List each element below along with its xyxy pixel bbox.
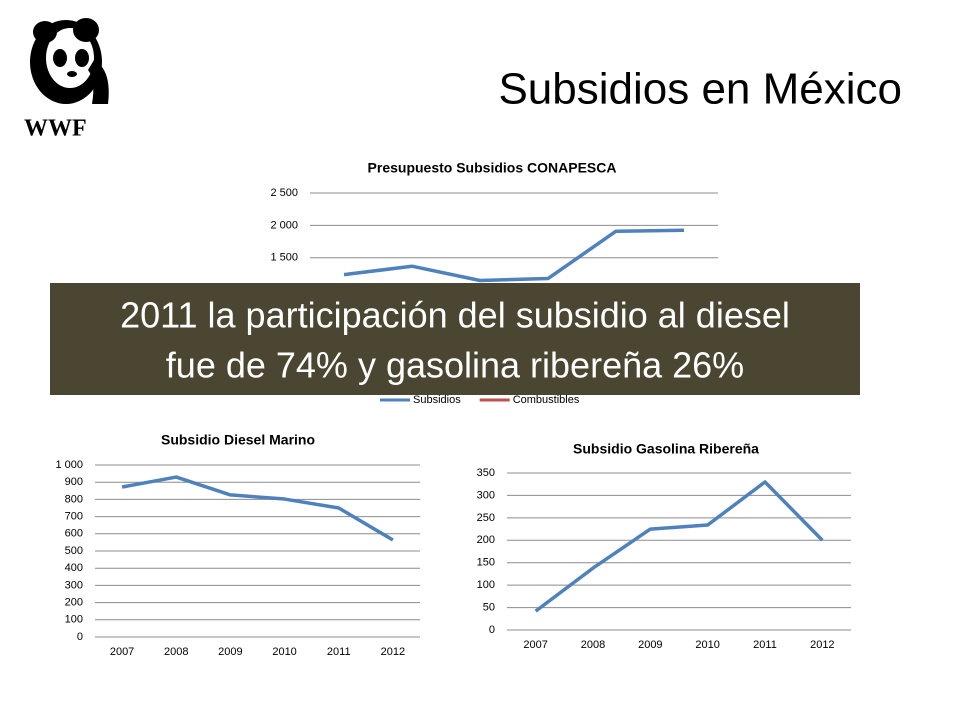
y-tick-label: 2 000 [270,219,298,231]
y-tick-label: 150 [477,557,495,569]
chart-title: Subsidio Gasolina Ribereña [573,441,759,457]
y-tick-label: 400 [65,562,83,574]
y-tick-label: 900 [65,476,83,488]
y-tick-label: 300 [477,489,495,501]
y-tick-label: 300 [65,579,83,591]
y-tick-label: 700 [65,511,83,523]
series-line [121,475,394,542]
y-tick-label: 100 [477,579,495,591]
y-tick-label: 200 [65,597,83,609]
y-tick-label: 2 500 [270,187,298,199]
y-tick-label: 50 [483,601,495,613]
y-tick-label: 0 [489,624,495,636]
banner-text: 2011 la participación del subsidio al di… [120,295,790,336]
banner-text: fue de 74% y gasolina ribereña 26% [166,345,744,386]
series-line [534,480,824,613]
legend-label: Combustibles [513,394,580,406]
x-tick-label: 2009 [638,639,662,651]
x-tick-label: 2012 [381,646,405,658]
chart-title: Presupuesto Subsidios CONAPESCA [368,160,617,176]
y-tick-label: 0 [77,631,83,643]
y-tick-label: 1 000 [55,459,83,471]
x-tick-label: 2009 [218,646,242,658]
x-tick-label: 2012 [810,639,834,651]
x-tick-label: 2007 [523,639,547,651]
series-line [343,228,685,283]
y-tick-label: 500 [65,545,83,557]
slide-title: Subsidios en México [498,65,902,114]
chart-title: Subsidio Diesel Marino [161,432,315,448]
banner [50,283,860,395]
legend-label: Subsidios [413,394,461,406]
y-tick-label: 1 500 [270,252,298,264]
logo-text: WWF [24,116,87,142]
y-tick-label: 200 [477,534,495,546]
wwf-logo: WWF [24,18,109,142]
x-tick-label: 2010 [695,639,719,651]
y-tick-label: 250 [477,512,495,524]
x-tick-label: 2008 [581,639,605,651]
y-tick-label: 600 [65,528,83,540]
y-tick-label: 100 [65,614,83,626]
y-tick-label: 350 [477,467,495,479]
x-tick-label: 2011 [327,646,351,658]
x-tick-label: 2007 [110,646,134,658]
x-tick-label: 2010 [272,646,296,658]
y-tick-label: 800 [65,493,83,505]
x-tick-label: 2008 [164,646,188,658]
x-tick-label: 2011 [753,639,777,651]
